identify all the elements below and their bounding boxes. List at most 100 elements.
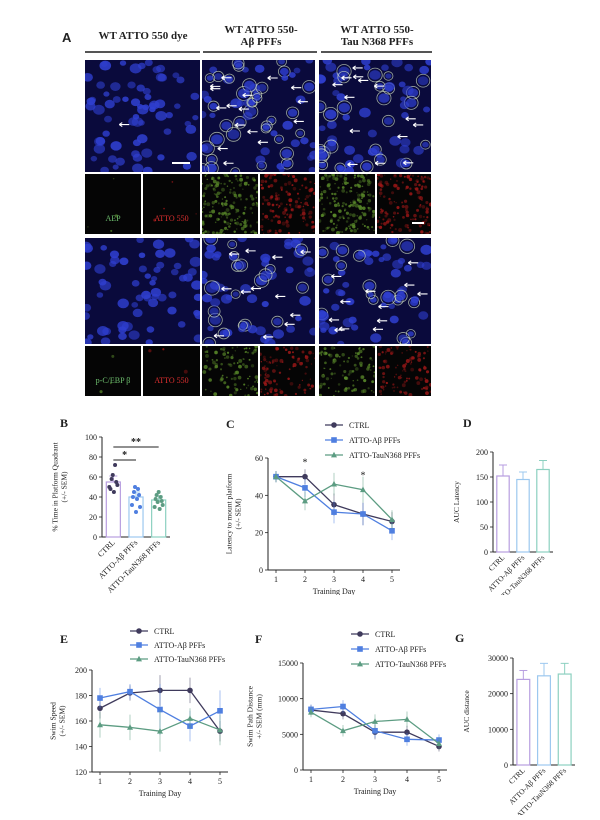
arrow-icon	[262, 334, 274, 340]
data-point	[111, 490, 116, 494]
y-axis-label: AUC Latency	[452, 481, 461, 523]
panel-letter: D	[463, 416, 472, 430]
data-point	[436, 740, 442, 747]
data-point	[389, 516, 395, 522]
micro-dye-row2-image	[85, 238, 200, 344]
data-point	[127, 724, 133, 730]
arrow-icon	[328, 317, 340, 323]
micro-tau-row2-image	[319, 238, 431, 344]
y-tick-label: 100	[476, 498, 488, 507]
arrow-icon	[257, 139, 268, 145]
arrow-icon	[293, 118, 304, 124]
y-axis-label-group: % Time in Platform Quadrant (+/- SEM)	[51, 442, 69, 532]
x-axis-label: Training Day	[139, 789, 182, 798]
arrow-icon	[352, 74, 364, 80]
legend-label: ATTO-Aβ PFFs	[349, 436, 400, 445]
arrow-icon	[332, 82, 343, 88]
data-point	[152, 505, 157, 509]
data-point	[331, 509, 337, 515]
chart-e: E 120 140 160 180 200 Swim Speed (+/- SEM) 1 2 3 4 5…	[40, 625, 250, 815]
arrow-icon	[352, 65, 363, 71]
arrow-icon	[228, 251, 240, 257]
data-point	[404, 716, 410, 722]
micro-dye-row2	[85, 238, 200, 344]
data-point	[331, 422, 337, 428]
arrow-icon	[290, 85, 302, 91]
y-tick-label: 200	[476, 448, 488, 457]
arrow-icon	[297, 99, 308, 105]
data-point	[302, 485, 308, 491]
y-axis-label-group: AUC Latency	[452, 481, 461, 523]
y-tick-label: 40	[255, 491, 263, 500]
data-point	[110, 473, 115, 477]
y-axis-label: +/- SEM (mm)	[255, 694, 264, 739]
data-point	[302, 473, 308, 480]
inset-pcebp-tau	[319, 346, 375, 396]
y-tick-label: 100	[85, 433, 97, 442]
scale-bar-inset	[412, 222, 424, 224]
x-tick-label: 1	[274, 575, 278, 584]
arrow-icon	[376, 318, 388, 324]
arrow-icon	[300, 249, 311, 255]
data-point	[157, 706, 163, 713]
panel-letter: F	[255, 632, 262, 646]
arrow-icon	[238, 106, 249, 112]
arrow-icon	[223, 160, 234, 166]
y-tick-label: 0	[259, 566, 263, 575]
inset-aep-dye-label: AEP	[105, 214, 121, 223]
arrow-icon	[405, 116, 416, 122]
arrow-icon	[240, 289, 251, 295]
y-tick-label: 15000	[278, 659, 298, 668]
column-header-line: WT ATTO 550 dye	[98, 30, 188, 42]
inset-aep-dye	[85, 174, 141, 234]
y-tick-label: 200	[75, 666, 87, 675]
inset-atto2-dye-image	[143, 346, 200, 396]
x-tick-label: 4	[361, 575, 365, 584]
inset-atto-tau	[377, 174, 431, 234]
y-tick-label: 180	[75, 692, 87, 701]
data-point	[97, 721, 103, 728]
arrow-icon	[341, 75, 352, 81]
x-axis-label: Training Day	[354, 787, 397, 796]
data-point	[302, 497, 308, 504]
y-axis-label-group: Latency to mount platform (+/- SEM)	[225, 474, 243, 555]
panel-letter: C	[226, 417, 235, 431]
x-tick-label: 2	[128, 777, 132, 786]
data-point	[134, 510, 138, 514]
data-point	[158, 495, 163, 499]
data-point	[372, 727, 378, 734]
y-tick-label: 80	[89, 453, 97, 462]
data-point	[157, 507, 162, 511]
micro-tau-row2	[319, 238, 431, 344]
column-header-line: WT ATTO 550-	[340, 24, 414, 36]
panel-letter: G	[455, 631, 464, 645]
arrow-icon	[365, 288, 376, 294]
chart-c: C 0 20 40 60 Latency to mount platform (+/- SE…	[200, 410, 450, 600]
data-point	[217, 726, 223, 733]
data-point	[389, 528, 395, 534]
data-point	[187, 715, 193, 721]
data-point	[360, 511, 366, 517]
data-point	[131, 490, 136, 494]
legend-label: ATTO-TauN368 PFFs	[154, 655, 225, 664]
data-point	[404, 729, 410, 735]
column-header-line: WT ATTO 550-	[224, 24, 298, 36]
data-point	[136, 642, 142, 648]
inset-pcebp-tau-image	[319, 346, 375, 396]
significance-label: *	[303, 457, 308, 468]
inset-atto-abeta	[260, 174, 315, 234]
panel-letter: B	[60, 416, 68, 430]
y-axis-label: % Time in Platform Quadrant	[51, 442, 60, 532]
inset-atto2-abeta	[260, 346, 315, 396]
y-tick-label: 0	[504, 761, 508, 770]
legend-label: ATTO-Aβ PFFs	[375, 645, 426, 654]
data-point	[130, 495, 135, 499]
arrow-icon	[417, 291, 428, 297]
arrow-icon	[412, 122, 424, 128]
arrow-icon	[402, 160, 414, 166]
arrow-icon	[267, 75, 278, 81]
data-point	[113, 463, 118, 467]
inset-aep-dye-image	[85, 174, 141, 234]
arrow-icon	[216, 105, 227, 111]
panel-letter: E	[60, 632, 68, 646]
